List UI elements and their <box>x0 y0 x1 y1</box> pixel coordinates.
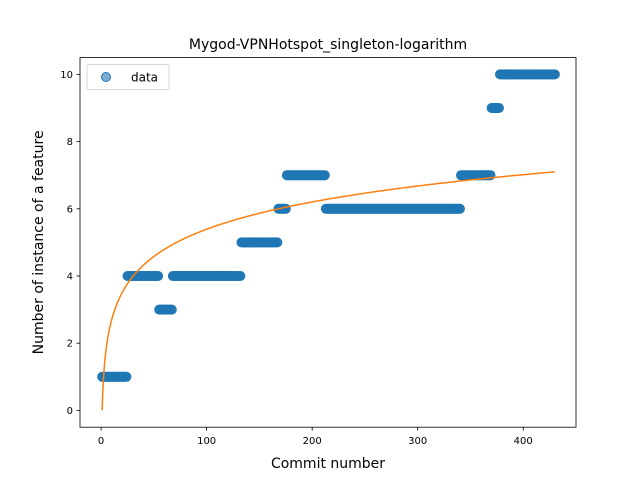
legend-label-data: data <box>131 71 158 85</box>
x-axis-label: Commit number <box>271 456 385 472</box>
plot-area <box>97 69 560 411</box>
y-axis-ticks: 0 2 4 6 8 10 <box>60 70 80 417</box>
fit-line <box>101 171 555 411</box>
y-tick-label: 0 <box>67 406 73 417</box>
legend-marker-data <box>101 72 111 82</box>
x-tick-label: 0 <box>98 436 104 447</box>
data-point <box>280 203 291 214</box>
data-points <box>97 69 560 382</box>
y-tick-label: 10 <box>60 70 73 81</box>
data-point <box>153 271 164 281</box>
axes-frame <box>79 57 577 428</box>
x-tick-label: 300 <box>408 436 427 447</box>
y-tick-label: 6 <box>67 204 73 215</box>
legend-box <box>86 64 170 90</box>
data-point <box>235 271 246 281</box>
data-point <box>454 203 465 214</box>
x-tick-label: 400 <box>514 436 533 447</box>
data-point <box>121 371 132 382</box>
data-point <box>319 170 330 181</box>
data-point <box>549 69 560 80</box>
y-tick-label: 2 <box>67 339 73 350</box>
y-tick-label: 8 <box>67 137 73 148</box>
data-point <box>493 103 504 113</box>
y-axis-label: Number of instance of a feature <box>31 130 47 354</box>
x-tick-label: 100 <box>197 436 216 447</box>
x-tick-label: 200 <box>303 436 322 447</box>
chart-title: Mygod-VPNHotspot_singleton-logarithm <box>189 37 467 53</box>
data-point <box>272 237 283 248</box>
data-point <box>166 304 177 315</box>
y-tick-label: 4 <box>67 272 73 283</box>
legend: data <box>86 64 170 90</box>
x-axis-ticks: 0 100 200 300 400 <box>98 427 533 447</box>
